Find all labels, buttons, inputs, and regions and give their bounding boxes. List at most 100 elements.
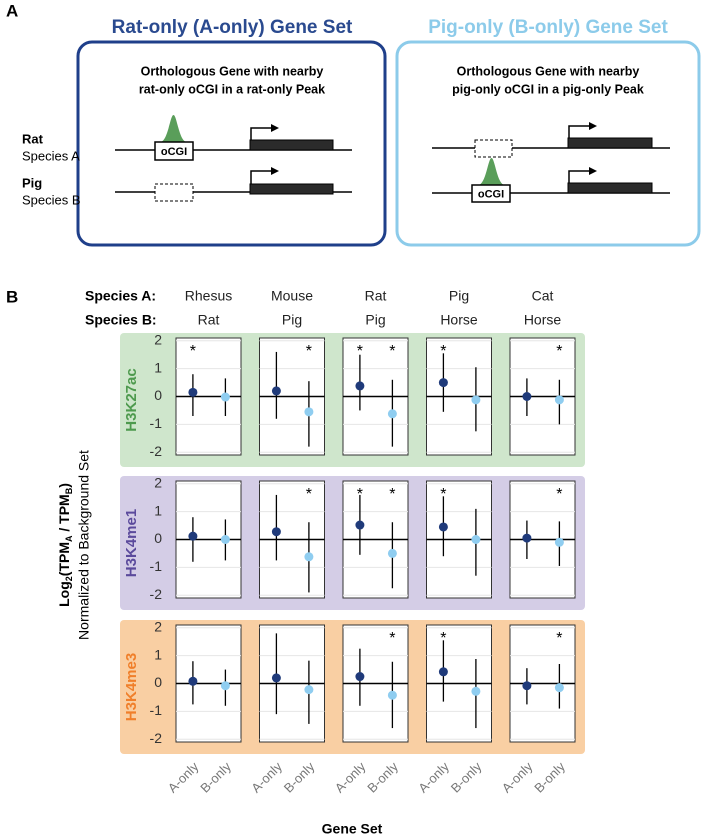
- row-label: H3K4me3: [123, 653, 140, 721]
- column-header: Rat: [198, 312, 220, 328]
- significance: *: [357, 486, 363, 503]
- significance: *: [190, 343, 196, 360]
- significance: *: [357, 343, 363, 360]
- y-tick-label: -2: [150, 586, 163, 602]
- x-tick-label: B-only: [197, 759, 234, 796]
- column-header: Rhesus: [185, 288, 232, 304]
- y-tick-label: 0: [154, 530, 162, 546]
- species-name: Rat: [22, 131, 44, 146]
- x-tick-label: A-only: [499, 759, 536, 796]
- x-tick-label: B-only: [364, 759, 401, 796]
- column-header: Cat: [532, 288, 554, 304]
- column-header: Horse: [440, 312, 478, 328]
- point: [522, 681, 532, 691]
- x-tick-label: B-only: [281, 759, 318, 796]
- y-tick-label: 1: [154, 359, 162, 375]
- panel-label: B: [6, 287, 18, 306]
- box: [76, 40, 387, 247]
- column-header: Horse: [524, 312, 562, 328]
- box-heading: rat-only oCGI in a rat-only Peak: [139, 82, 325, 96]
- point: [387, 548, 397, 558]
- column-header: Mouse: [271, 288, 313, 304]
- box-title: Rat-only (A-only) Gene Set: [112, 17, 353, 38]
- y-tick-label: -1: [150, 415, 163, 431]
- point: [387, 690, 397, 700]
- x-tick-label: A-only: [332, 759, 369, 796]
- y-tick-label: 2: [154, 331, 162, 347]
- y-tick-label: -1: [150, 702, 163, 718]
- point: [271, 527, 281, 537]
- box-heading: Orthologous Gene with nearby: [457, 64, 640, 78]
- column-header: Pig: [282, 312, 302, 328]
- point: [522, 392, 532, 401]
- point: [438, 522, 448, 532]
- point: [271, 386, 281, 396]
- point: [522, 533, 532, 543]
- y-axis-title: Log2(TPMA / TPMB): [56, 483, 75, 607]
- point: [188, 387, 198, 397]
- y-axis-title-part: A: [64, 535, 74, 542]
- box: [395, 40, 701, 247]
- x-tick-label: B-only: [531, 759, 568, 796]
- point: [304, 407, 314, 417]
- point: [471, 395, 481, 405]
- row-header: Species B:: [85, 312, 157, 328]
- row-label: H3K4me1: [123, 509, 140, 577]
- panel-label: A: [6, 1, 18, 20]
- species-name: Pig: [22, 175, 42, 190]
- significance: *: [306, 343, 312, 360]
- significance: *: [389, 486, 395, 503]
- y-tick-label: 0: [154, 387, 162, 403]
- significance: *: [440, 630, 446, 647]
- y-axis-title-part: / TPM: [56, 494, 72, 535]
- point: [304, 552, 314, 562]
- column-header: Rat: [365, 288, 387, 304]
- x-tick-label: A-only: [415, 759, 452, 796]
- y-tick-label: 0: [154, 674, 162, 690]
- species-sub: Species B: [22, 192, 81, 207]
- point: [355, 672, 365, 682]
- row-header: Species A:: [85, 288, 156, 304]
- y-axis-title-part: (TPM: [56, 542, 72, 576]
- significance: *: [389, 630, 395, 647]
- box-heading: Orthologous Gene with nearby: [141, 64, 324, 78]
- point: [188, 531, 198, 541]
- species-sub: Species A: [22, 148, 80, 163]
- column-header: Pig: [449, 288, 469, 304]
- significance: *: [389, 343, 395, 360]
- y-tick-label: -1: [150, 558, 163, 574]
- x-tick-label: B-only: [448, 759, 485, 796]
- y-tick-label: -2: [150, 730, 163, 746]
- y-tick-label: 1: [154, 502, 162, 518]
- point: [355, 520, 365, 530]
- y-axis-subtitle: Normalized to Background Set: [76, 450, 92, 640]
- y-tick-label: -2: [150, 443, 163, 459]
- significance: *: [440, 343, 446, 360]
- box-title: Pig-only (B-only) Gene Set: [428, 17, 668, 38]
- cgi-label: oCGI: [161, 146, 187, 158]
- point: [554, 395, 564, 405]
- point: [220, 681, 230, 691]
- point: [220, 535, 230, 544]
- y-axis-title-part: B: [64, 487, 74, 494]
- point: [554, 537, 564, 547]
- point: [438, 667, 448, 677]
- column-header: Pig: [365, 312, 385, 328]
- schematic: [115, 115, 670, 203]
- point: [188, 676, 198, 686]
- significance: *: [556, 486, 562, 503]
- y-tick-label: 1: [154, 646, 162, 662]
- box-heading: pig-only oCGI in a pig-only Peak: [452, 82, 644, 96]
- y-tick-label: 2: [154, 618, 162, 634]
- point: [387, 409, 397, 419]
- x-tick-label: A-only: [165, 759, 202, 796]
- significance: *: [306, 486, 312, 503]
- x-tick-label: A-only: [248, 759, 285, 796]
- point: [554, 683, 564, 693]
- y-axis-title-part: ): [56, 483, 72, 488]
- y-axis-title-part: 2: [64, 576, 74, 581]
- significance: *: [556, 343, 562, 360]
- significance: *: [556, 630, 562, 647]
- row-label: H3K27ac: [123, 368, 140, 431]
